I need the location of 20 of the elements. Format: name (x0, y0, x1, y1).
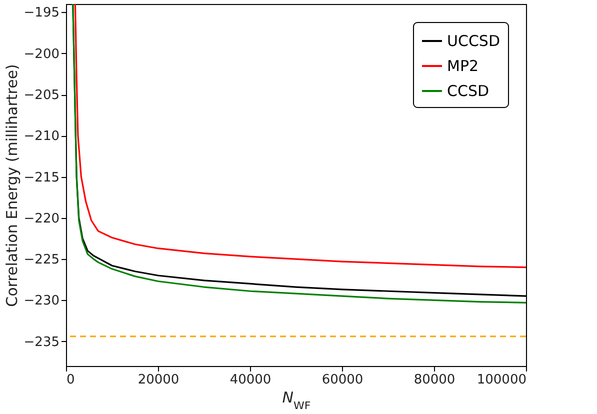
y-tick-label: −225 (24, 252, 60, 268)
x-tick-label: 60000 (322, 372, 364, 388)
legend-label: CCSD (447, 82, 490, 100)
legend-label: UCCSD (447, 32, 500, 50)
x-tick-label: 40000 (230, 372, 272, 388)
y-tick-label: −215 (24, 170, 60, 186)
legend-label: MP2 (447, 57, 479, 75)
x-axis-title: N$_{WF}$ (282, 388, 311, 412)
x-tick-label: 100000 (476, 372, 526, 388)
x-tick-label: 80000 (414, 372, 456, 388)
y-tick-label: −205 (24, 88, 60, 103)
y-axis-title: Correlation Energy (millihartree) (2, 64, 21, 307)
y-tick-label: −210 (24, 129, 60, 144)
y-tick-label: −200 (24, 46, 60, 62)
y-tick-label: −235 (24, 334, 60, 350)
y-tick-label: −220 (24, 211, 60, 226)
y-tick-label: −230 (24, 294, 60, 309)
x-tick-label: 0 (66, 372, 75, 388)
y-tick-label: −195 (24, 6, 60, 21)
x-tick-label: 20000 (138, 372, 180, 388)
